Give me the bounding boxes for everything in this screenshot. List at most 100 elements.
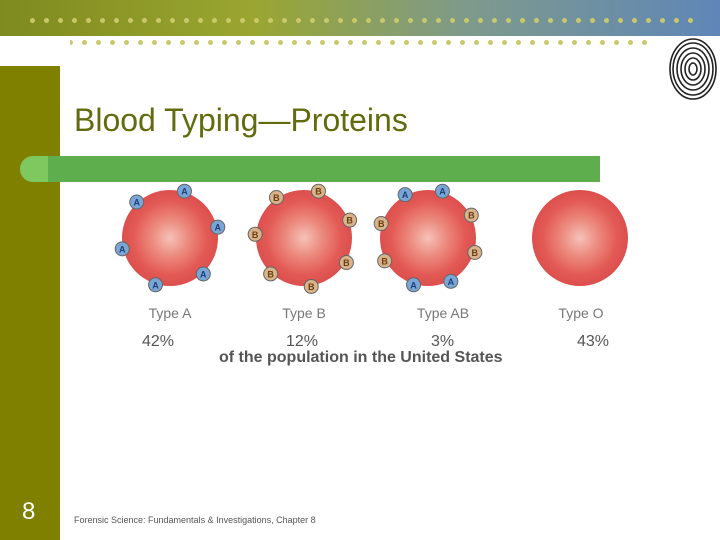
decorative-dot [264,40,269,45]
decorative-dot [156,18,161,23]
svg-text:B: B [468,211,475,221]
decorative-dot [688,18,693,23]
svg-text:A: A [200,269,207,279]
decorative-dot [278,40,283,45]
antigen-a-icon: A [397,187,413,203]
decorative-dot [292,40,297,45]
decorative-dot [642,40,647,45]
decorative-dot [628,40,633,45]
decorative-dot [520,18,525,23]
decorative-dot [674,18,679,23]
decorative-dot [646,18,651,23]
decorative-dot [114,18,119,23]
svg-text:B: B [267,269,274,279]
decorative-dot [166,40,171,45]
cell-label-type-o: Type O [558,305,604,321]
percent-type-b: 12% [286,333,319,350]
decorative-dot [408,18,413,23]
cell-label-type-b: Type B [282,305,326,321]
antigen-a-icon: A [129,194,145,210]
svg-text:B: B [343,258,350,268]
decorative-dot [544,40,549,45]
decorative-dot [632,18,637,23]
antigen-b-icon: B [377,253,393,269]
decorative-dot [576,18,581,23]
decorative-dot [618,18,623,23]
slide-footer: Forensic Science: Fundamentals & Investi… [74,515,316,525]
decorative-dot [660,18,665,23]
svg-text:B: B [472,248,479,258]
decorative-dot [418,40,423,45]
svg-text:B: B [273,193,280,203]
decorative-dot [310,18,315,23]
decorative-dot [366,18,371,23]
decorative-dot [170,18,175,23]
decorative-dot [460,40,465,45]
decorative-dot [236,40,241,45]
population-caption: of the population in the United States [219,349,503,366]
left-olive-bar [0,66,60,540]
decorative-dot [572,40,577,45]
percent-type-a: 42% [142,333,175,350]
antigen-a-icon: A [434,183,450,199]
decorative-dot [506,18,511,23]
svg-text:B: B [378,219,385,229]
decorative-dot [268,18,273,23]
percent-type-o: 43% [577,333,610,350]
decorative-dot [212,18,217,23]
decorative-dot [100,18,105,23]
decorative-dot [208,40,213,45]
svg-text:A: A [402,190,409,200]
antigen-b-icon: B [247,226,263,242]
decorative-dot [380,18,385,23]
decorative-dot [352,18,357,23]
decorative-dot [128,18,133,23]
decorative-dot [436,18,441,23]
svg-text:A: A [215,223,222,233]
decorative-dot [404,40,409,45]
decorative-dot [254,18,259,23]
blood-cell-type-ab: A B B A A B B A [373,183,483,293]
antigen-b-icon: B [373,216,389,232]
decorative-dot [516,40,521,45]
antigen-a-icon: A [406,277,422,293]
decorative-dot [338,18,343,23]
corner-curve [60,66,74,80]
antigen-a-icon: A [195,266,211,282]
decorative-dot [586,40,591,45]
antigen-a-icon: A [148,277,164,293]
slide-title: Blood Typing—Proteins [74,102,408,138]
cell-label-type-a: Type A [148,305,192,321]
decorative-dot [600,40,605,45]
decorative-dot [110,40,115,45]
decorative-dot [334,40,339,45]
decorative-dot [72,18,77,23]
decorative-dot [124,40,129,45]
decorative-dot [376,40,381,45]
decorative-dot [226,18,231,23]
decorative-dot [590,18,595,23]
blood-cell-type-b: B B B B B B B [247,183,358,294]
decorative-dot [362,40,367,45]
percent-type-ab: 3% [431,333,455,350]
top-decorative-band [0,0,720,36]
decorative-dot [58,18,63,23]
decorative-dot [296,18,301,23]
green-bar [48,156,600,182]
decorative-dot [502,40,507,45]
decorative-dot [558,40,563,45]
decorative-dot [250,40,255,45]
decorative-dot [604,18,609,23]
decorative-dot [222,40,227,45]
decorative-dot [86,18,91,23]
decorative-dot [614,40,619,45]
decorative-dot [492,18,497,23]
decorative-dot [562,18,567,23]
decorative-dot [446,40,451,45]
decorative-dot [282,18,287,23]
antigen-b-icon: B [303,278,319,294]
antigen-a-icon: A [114,241,130,257]
decorative-dot [96,40,101,45]
decorative-dot [180,40,185,45]
decorative-dot [194,40,199,45]
